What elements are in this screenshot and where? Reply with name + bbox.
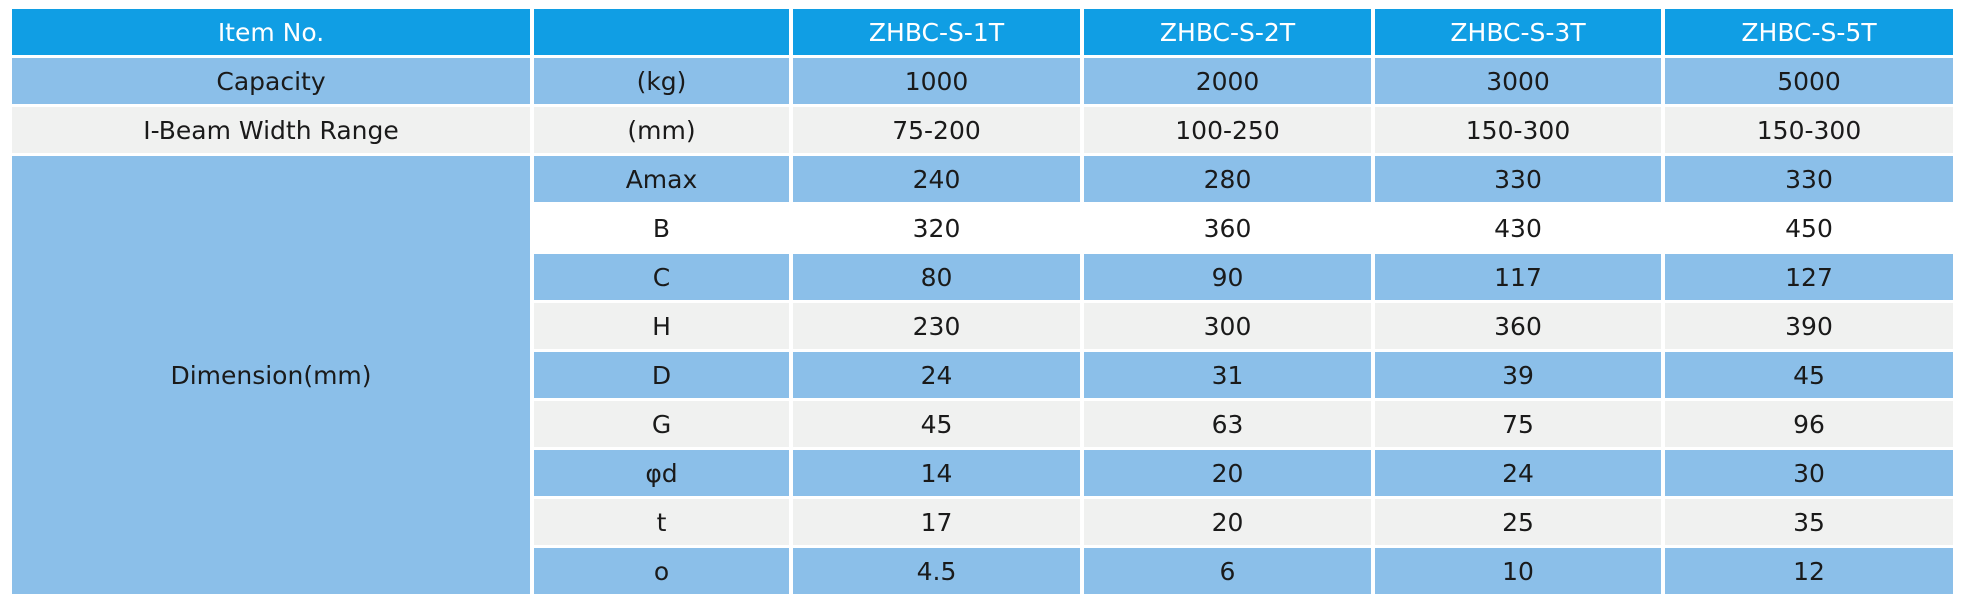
model-header: ZHBC-S-5T <box>1665 9 1953 55</box>
item-no-header: Item No. <box>12 9 530 55</box>
table-cell: 450 <box>1665 205 1953 251</box>
table-cell: 390 <box>1665 303 1953 349</box>
row-unit: (kg) <box>534 58 789 104</box>
row-unit: (mm) <box>534 107 789 153</box>
table-cell: 45 <box>793 401 1080 447</box>
spec-table: Item No. ZHBC-S-1T ZHBC-S-2T ZHBC-S-3T Z… <box>8 6 1957 597</box>
dimension-row: H 230 300 360 390 <box>12 303 1953 349</box>
param-cell: C <box>534 254 789 300</box>
dimension-row: D 24 31 39 45 <box>12 352 1953 398</box>
table-cell: 1000 <box>793 58 1080 104</box>
header-row: Item No. ZHBC-S-1T ZHBC-S-2T ZHBC-S-3T Z… <box>12 9 1953 55</box>
table-cell: 24 <box>793 352 1080 398</box>
model-header: ZHBC-S-2T <box>1084 9 1371 55</box>
table-cell: 14 <box>793 450 1080 496</box>
model-header: ZHBC-S-3T <box>1375 9 1661 55</box>
param-cell: t <box>534 499 789 545</box>
table-cell: 330 <box>1665 156 1953 202</box>
table-cell: 100-250 <box>1084 107 1371 153</box>
model-header: ZHBC-S-1T <box>793 9 1080 55</box>
table-cell: 45 <box>1665 352 1953 398</box>
table-cell: 360 <box>1375 303 1661 349</box>
table-cell: 320 <box>793 205 1080 251</box>
param-cell: B <box>534 205 789 251</box>
table-cell: 12 <box>1665 548 1953 594</box>
table-cell: 90 <box>1084 254 1371 300</box>
table-cell: 24 <box>1375 450 1661 496</box>
param-cell: D <box>534 352 789 398</box>
dimension-row: Dimension(mm) Amax 240 280 330 330 <box>12 156 1953 594</box>
table-cell: 6 <box>1084 548 1371 594</box>
table-cell: 17 <box>793 499 1080 545</box>
table-cell: 280 <box>1084 156 1371 202</box>
param-cell: G <box>534 401 789 447</box>
table-cell: 96 <box>1665 401 1953 447</box>
table-cell: 117 <box>1375 254 1661 300</box>
dimension-row: G 45 63 75 96 <box>12 401 1953 447</box>
capacity-row: Capacity (kg) 1000 2000 3000 5000 <box>12 58 1953 104</box>
table-cell: 25 <box>1375 499 1661 545</box>
row-label: Capacity <box>12 58 530 104</box>
param-cell: Amax <box>534 156 789 202</box>
table-cell: 39 <box>1375 352 1661 398</box>
beam-width-row: I-Beam Width Range (mm) 75-200 100-250 1… <box>12 107 1953 153</box>
unit-header <box>534 9 789 55</box>
table-cell: 30 <box>1665 450 1953 496</box>
table-cell: 230 <box>793 303 1080 349</box>
param-cell: φd <box>534 450 789 496</box>
table-cell: 35 <box>1665 499 1953 545</box>
param-cell: o <box>534 548 789 594</box>
table-cell: 63 <box>1084 401 1371 447</box>
table-cell: 127 <box>1665 254 1953 300</box>
table-cell: 20 <box>1084 450 1371 496</box>
table-cell: 75 <box>1375 401 1661 447</box>
table-cell: 3000 <box>1375 58 1661 104</box>
table-cell: 240 <box>793 156 1080 202</box>
table-cell: 10 <box>1375 548 1661 594</box>
dimension-row: o 4.5 6 10 12 <box>12 548 1953 594</box>
table-cell: 150-300 <box>1665 107 1953 153</box>
table-cell: 360 <box>1084 205 1371 251</box>
table-cell: 31 <box>1084 352 1371 398</box>
table-cell: 75-200 <box>793 107 1080 153</box>
table-cell: 80 <box>793 254 1080 300</box>
table-cell: 20 <box>1084 499 1371 545</box>
table-cell: 4.5 <box>793 548 1080 594</box>
table-cell: 2000 <box>1084 58 1371 104</box>
table-cell: 300 <box>1084 303 1371 349</box>
dimension-label: Dimension(mm) <box>12 156 530 594</box>
param-cell: H <box>534 303 789 349</box>
dimension-row: C 80 90 117 127 <box>12 254 1953 300</box>
dimension-row: t 17 20 25 35 <box>12 499 1953 545</box>
row-label: I-Beam Width Range <box>12 107 530 153</box>
table-cell: 5000 <box>1665 58 1953 104</box>
table-cell: 430 <box>1375 205 1661 251</box>
table-cell: 150-300 <box>1375 107 1661 153</box>
table-cell: 330 <box>1375 156 1661 202</box>
dimension-row: φd 14 20 24 30 <box>12 450 1953 496</box>
dimension-row: B 320 360 430 450 <box>12 205 1953 251</box>
